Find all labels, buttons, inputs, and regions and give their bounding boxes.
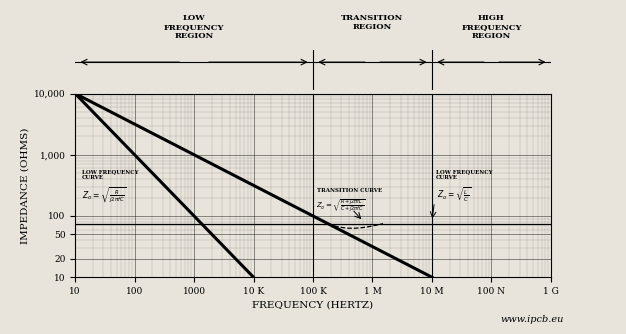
Text: $Z_o{=}\sqrt{\frac{R\,{+}\,j2\pi fL}{C\,{+}\,j2\pi fC}}$: $Z_o{=}\sqrt{\frac{R\,{+}\,j2\pi fL}{C\,… bbox=[316, 198, 366, 214]
Text: LOW FREQUENCY
CURVE: LOW FREQUENCY CURVE bbox=[436, 169, 492, 180]
Y-axis label: IMPEDANCE (OHMS): IMPEDANCE (OHMS) bbox=[21, 127, 29, 243]
Text: LOW
FREQUENCY
REGION: LOW FREQUENCY REGION bbox=[164, 14, 224, 40]
Text: $Z_o{=}\sqrt{\frac{L}{C}}$: $Z_o{=}\sqrt{\frac{L}{C}}$ bbox=[437, 186, 471, 204]
Text: www.ipcb.eu: www.ipcb.eu bbox=[500, 315, 563, 324]
Text: HIGH
FREQUENCY
REGION: HIGH FREQUENCY REGION bbox=[461, 14, 521, 40]
Text: TRANSITION
REGION: TRANSITION REGION bbox=[341, 14, 404, 31]
Text: $Z_o{=}\sqrt{\frac{R}{j2\pi fC}}$: $Z_o{=}\sqrt{\frac{R}{j2\pi fC}}$ bbox=[82, 185, 127, 205]
Text: LOW FREQUENCY
CURVE: LOW FREQUENCY CURVE bbox=[82, 169, 138, 180]
X-axis label: FREQUENCY (HERTZ): FREQUENCY (HERTZ) bbox=[252, 300, 374, 309]
Text: TRANSITION CURVE: TRANSITION CURVE bbox=[317, 188, 382, 193]
